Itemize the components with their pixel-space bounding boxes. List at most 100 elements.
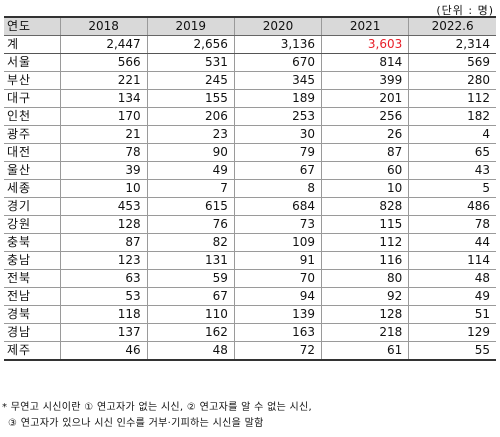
table-row: 제주 46 48 72 61 55 [4,341,496,361]
value-cell: 48 [408,269,496,288]
value-cell: 189 [234,89,323,108]
value-cell: 163 [234,323,323,342]
value-cell: 245 [147,71,235,90]
region-cell: 계 [4,35,61,54]
value-cell: 10 [321,179,410,198]
value-cell: 486 [408,197,496,216]
footnote-line: ③ 연고자가 있으나 시신 인수를 거부·기피하는 시신을 말함 [8,418,264,429]
value-cell: 615 [147,197,235,216]
value-cell: 92 [321,287,410,306]
region-cell: 전북 [4,269,61,288]
value-cell: 79 [234,143,323,162]
footnotes: * 무연고 시신이란 ① 연고자가 없는 시신, ② 연고자를 알 수 없는 시… [2,400,312,432]
table-row: 세종 10 7 8 10 5 [4,179,496,198]
value-cell: 51 [408,305,496,324]
table-row: 전남 53 67 94 92 49 [4,287,496,306]
table-row: 인천 170 206 253 256 182 [4,107,496,126]
region-cell: 대구 [4,89,61,108]
region-cell: 서울 [4,53,61,72]
value-cell: 26 [321,125,410,144]
region-cell: 인천 [4,107,61,126]
value-cell: 2,447 [60,35,148,54]
value-cell: 30 [234,125,323,144]
region-cell: 울산 [4,161,61,180]
table-row: 충북 87 82 109 112 44 [4,233,496,252]
value-cell: 684 [234,197,323,216]
region-cell: 세종 [4,179,61,198]
value-cell: 21 [60,125,148,144]
value-cell: 87 [321,143,410,162]
value-cell: 39 [60,161,148,180]
value-cell: 201 [321,89,410,108]
value-cell: 345 [234,71,323,90]
value-cell: 256 [321,107,410,126]
value-cell: 134 [60,89,148,108]
value-cell: 110 [147,305,235,324]
region-cell: 충남 [4,251,61,270]
value-cell: 128 [60,215,148,234]
table-row: 서울 566 531 670 814 569 [4,53,496,72]
value-cell: 280 [408,71,496,90]
value-cell: 116 [321,251,410,270]
value-cell: 67 [234,161,323,180]
table-row: 부산 221 245 345 399 280 [4,71,496,90]
value-cell: 114 [408,251,496,270]
value-cell: 78 [60,143,148,162]
unit-label: (단위 : 명) [436,4,494,17]
value-cell: 10 [60,179,148,198]
region-cell: 제주 [4,341,61,361]
value-cell: 670 [234,53,323,72]
value-cell: 828 [321,197,410,216]
value-cell: 218 [321,323,410,342]
value-cell: 814 [321,53,410,72]
value-cell: 221 [60,71,148,90]
table-row: 전북 63 59 70 80 48 [4,269,496,288]
value-cell: 182 [408,107,496,126]
value-cell: 453 [60,197,148,216]
region-cell: 대전 [4,143,61,162]
region-cell: 경기 [4,197,61,216]
statistics-table: 연도 2018 2019 2020 2021 2022.6 계 2,447 2,65… [4,16,496,361]
value-cell: 7 [147,179,235,198]
value-cell: 49 [147,161,235,180]
header-year: 2021 [321,16,410,36]
header-year: 2022.6 [408,16,496,36]
value-cell: 4 [408,125,496,144]
footnote-line: * 무연고 시신이란 ① 연고자가 없는 시신, ② 연고자를 알 수 없는 시… [2,402,313,413]
value-cell: 112 [321,233,410,252]
header-year: 2019 [147,16,235,36]
value-cell: 129 [408,323,496,342]
value-cell: 48 [147,341,235,361]
value-cell: 76 [147,215,235,234]
value-cell: 3,603 [321,35,410,54]
value-cell: 72 [234,341,323,361]
value-cell: 80 [321,269,410,288]
region-cell: 경북 [4,305,61,324]
value-cell: 90 [147,143,235,162]
region-cell: 강원 [4,215,61,234]
value-cell: 137 [60,323,148,342]
table-row: 강원 128 76 73 115 78 [4,215,496,234]
value-cell: 128 [321,305,410,324]
value-cell: 91 [234,251,323,270]
value-cell: 60 [321,161,410,180]
value-cell: 5 [408,179,496,198]
region-cell: 경남 [4,323,61,342]
header-row: 연도 2018 2019 2020 2021 2022.6 [4,16,496,36]
value-cell: 78 [408,215,496,234]
value-cell: 569 [408,53,496,72]
value-cell: 253 [234,107,323,126]
table-row: 울산 39 49 67 60 43 [4,161,496,180]
value-cell: 87 [60,233,148,252]
value-cell: 43 [408,161,496,180]
value-cell: 67 [147,287,235,306]
region-cell: 전남 [4,287,61,306]
value-cell: 59 [147,269,235,288]
value-cell: 8 [234,179,323,198]
table-row: 충남 123 131 91 116 114 [4,251,496,270]
region-cell: 충북 [4,233,61,252]
table-row: 경남 137 162 163 218 129 [4,323,496,342]
value-cell: 3,136 [234,35,323,54]
value-cell: 109 [234,233,323,252]
table-row: 대전 78 90 79 87 65 [4,143,496,162]
